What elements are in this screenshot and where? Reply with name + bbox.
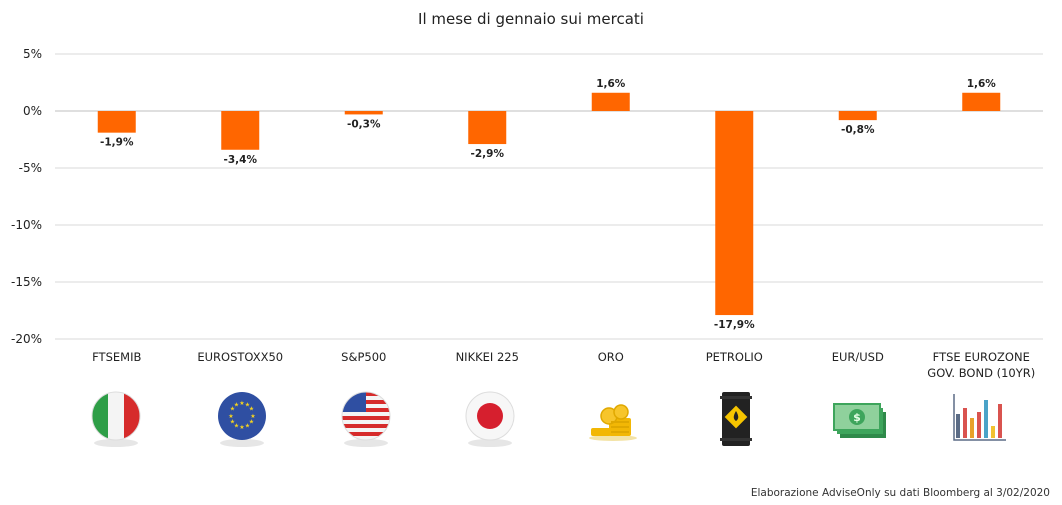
bar — [344, 111, 383, 115]
bar — [591, 92, 630, 111]
data-label: -2,9% — [471, 148, 505, 160]
svg-text:★: ★ — [234, 402, 239, 409]
source-note: Elaborazione AdviseOnly su dati Bloomber… — [750, 487, 1050, 499]
bar-chart: 5% 0% -5% -10% -15% -20% -1,9% -3,4% -0,3% -2,9%… — [11, 47, 1043, 380]
category-label: ORO — [598, 350, 624, 364]
gridlines — [55, 53, 1043, 340]
svg-text:★: ★ — [239, 400, 244, 407]
eu-flag-icon: ★ ★★ ★★★ ★★★ ★★★ — [218, 392, 266, 447]
category-labels: FTSEMIB EUROSTOXX50 S&P500 NIKKEI 225 ORO PET… — [92, 350, 1035, 380]
category-label: PETROLIO — [706, 350, 763, 364]
bar — [468, 111, 507, 145]
us-flag-icon — [341, 391, 391, 447]
data-label: -3,4% — [224, 154, 258, 166]
data-label: -0,8% — [841, 124, 875, 136]
category-label: GOV. BOND (10YR) — [927, 366, 1035, 380]
svg-text:★: ★ — [239, 424, 244, 431]
bar — [97, 111, 136, 133]
y-tick-label: -10% — [11, 218, 42, 232]
y-tick-label: -5% — [19, 161, 42, 175]
bars — [97, 92, 1001, 316]
bar — [715, 111, 754, 316]
data-label: -1,9% — [100, 137, 134, 149]
y-tick-label: 0% — [23, 104, 42, 118]
y-tick-label: -20% — [11, 332, 42, 346]
category-label: EUR/USD — [832, 350, 884, 364]
svg-text:★: ★ — [234, 423, 239, 430]
category-label: FTSE EUROZONE — [933, 350, 1030, 364]
y-axis-ticks: 5% 0% -5% -10% -15% -20% — [11, 47, 42, 346]
svg-text:★: ★ — [230, 419, 235, 426]
y-tick-label: -15% — [11, 275, 42, 289]
svg-text:★: ★ — [228, 413, 233, 420]
data-label: 1,6% — [596, 78, 626, 90]
y-tick-label: 5% — [23, 47, 42, 61]
svg-text:★: ★ — [245, 423, 250, 430]
svg-text:$: $ — [853, 411, 861, 424]
svg-text:★: ★ — [250, 413, 255, 420]
category-label: NIKKEI 225 — [456, 350, 519, 364]
data-label: 1,6% — [967, 78, 997, 90]
gold-coins-icon — [589, 404, 637, 441]
bar — [838, 111, 877, 121]
svg-text:★: ★ — [245, 402, 250, 409]
oil-barrel-icon — [720, 392, 752, 446]
data-label: -0,3% — [347, 118, 381, 130]
svg-text:★: ★ — [230, 406, 235, 413]
japan-flag-icon — [465, 391, 515, 447]
chart-title: Il mese di gennaio sui mercati — [418, 10, 644, 28]
svg-text:★: ★ — [249, 406, 254, 413]
category-label: EUROSTOXX50 — [197, 350, 283, 364]
category-label: FTSEMIB — [92, 350, 141, 364]
italy-flag-icon — [91, 391, 141, 447]
bar — [962, 92, 1001, 111]
banknotes-icon: $ — [833, 403, 886, 438]
category-label: S&P500 — [341, 350, 386, 364]
bar — [221, 111, 260, 150]
bar-chart-icon — [953, 394, 1006, 441]
data-labels: -1,9% -3,4% -0,3% -2,9% 1,6% -17,9% -0,8% 1,6% — [100, 78, 996, 331]
svg-text:★: ★ — [249, 419, 254, 426]
data-label: -17,9% — [714, 319, 755, 331]
